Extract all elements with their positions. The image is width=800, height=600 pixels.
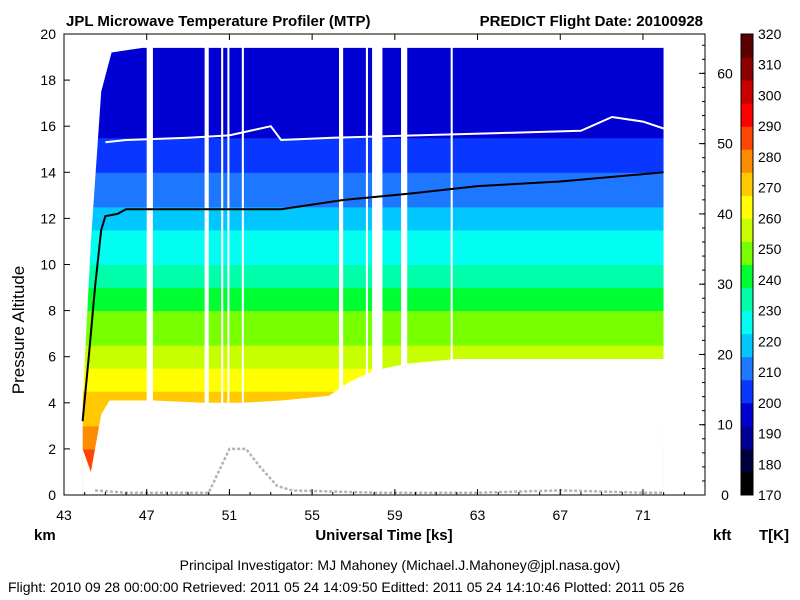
y2-tick-label: 30 <box>717 276 733 292</box>
colorbar-tick-label: 240 <box>758 272 782 288</box>
x-tick-label: 55 <box>304 507 320 523</box>
colorbar-swatch <box>741 264 753 289</box>
colorbar-tick-label: 200 <box>758 395 782 411</box>
colorbar-swatch <box>741 333 753 358</box>
data-gap <box>221 34 224 495</box>
footer-dates: Flight: 2010 09 28 00:00:00 Retrieved: 2… <box>8 579 685 595</box>
x-tick-label: 51 <box>222 507 238 523</box>
y-tick-label: 16 <box>40 118 56 134</box>
colorbar-tick-label: 210 <box>758 364 782 380</box>
y2-tick-label: 40 <box>717 206 733 222</box>
colorbar-tick-label: 220 <box>758 333 782 349</box>
x-tick-label: 63 <box>470 507 486 523</box>
data-gap <box>241 34 244 495</box>
y-tick-label: 14 <box>40 164 56 180</box>
plot-area <box>64 34 705 495</box>
y-axis-left: 0 2 4 6 8 10 12 14 16 18 20 <box>40 26 70 503</box>
colorbar-swatch <box>741 195 753 219</box>
colorbar-tick-label: 260 <box>758 210 782 226</box>
colorbar-tick-label: 250 <box>758 241 782 257</box>
colorbar-swatch <box>741 402 753 427</box>
y-tick-label: 10 <box>40 257 56 273</box>
y2-tick-label: 10 <box>717 417 733 433</box>
y2-tick-label: 50 <box>717 136 733 152</box>
x-tick-label: 67 <box>552 507 568 523</box>
x-axis: 43 47 51 55 59 63 67 71 <box>56 34 706 523</box>
colorbar-swatch <box>741 34 753 58</box>
colorbar-tick-label: 190 <box>758 426 782 442</box>
colorbar-tick-label: 300 <box>758 87 782 103</box>
y-tick-label: 0 <box>48 487 56 503</box>
colorbar-swatch <box>741 448 753 473</box>
chart-title-left: JPL Microwave Temperature Profiler (MTP) <box>66 13 371 30</box>
y2-tick-label: 60 <box>717 65 733 81</box>
y-axis-right: 0 10 20 30 40 50 60 <box>699 44 733 503</box>
colorbar-frame <box>740 33 754 496</box>
data-gap <box>365 34 368 495</box>
data-gap <box>450 34 453 495</box>
x-tick-label: 47 <box>139 507 155 523</box>
colorbar-swatch <box>741 471 753 496</box>
colorbar-tick-label: 310 <box>758 57 782 73</box>
colorbar-tick-label: 270 <box>758 180 782 196</box>
colorbar-tick-label: 280 <box>758 149 782 165</box>
x-tick-label: 59 <box>387 507 403 523</box>
y2-axis-unit-label: kft <box>713 527 731 544</box>
y-tick-label: 4 <box>48 395 56 411</box>
coverage-mask <box>64 34 705 495</box>
y2-tick-label: 0 <box>721 487 729 503</box>
colorbar-tick-label: 170 <box>758 487 782 503</box>
x-axis-title: Universal Time [ks] <box>315 527 452 544</box>
colorbar-unit-label: T[K] <box>759 527 789 544</box>
colorbar-swatch <box>741 310 753 335</box>
y-axis-title: Pressure Altitude <box>9 266 28 395</box>
colorbar-swatch <box>741 57 753 81</box>
colorbar-swatch <box>741 103 753 127</box>
y-tick-label: 12 <box>40 210 56 226</box>
data-gap <box>339 34 344 495</box>
x-axis-unit-label: km <box>34 527 56 544</box>
y-tick-label: 6 <box>48 349 56 365</box>
y-tick-label: 18 <box>40 72 56 88</box>
flight-altitude-line <box>81 171 664 422</box>
y-tick-label: 2 <box>48 441 56 457</box>
colorbar-swatch <box>741 379 753 404</box>
x-tick-label: 43 <box>56 507 72 523</box>
colorbar-tick-label: 290 <box>758 118 782 134</box>
colorbar-tick-label: 320 <box>758 26 782 42</box>
colorbar-swatch <box>741 149 753 173</box>
colorbar-swatch <box>741 356 753 381</box>
x-tick-label: 71 <box>635 507 651 523</box>
colorbar-swatch <box>741 218 753 242</box>
colorbar-swatch <box>741 425 753 450</box>
colorbar-swatch <box>741 172 753 196</box>
y2-tick-label: 20 <box>717 346 733 362</box>
data-gap <box>204 34 209 495</box>
data-gap <box>401 34 408 495</box>
colorbar-tick-label: 180 <box>758 456 782 472</box>
tropopause-line <box>105 115 664 144</box>
footer-investigator: Principal Investigator: MJ Mahoney (Mich… <box>179 557 621 573</box>
colorbar-swatch <box>741 287 753 312</box>
y-tick-label: 20 <box>40 26 56 42</box>
chart-title-right: PREDICT Flight Date: 20100928 <box>480 13 703 30</box>
colorbar-tick-label: 230 <box>758 303 782 319</box>
colorbar-swatch <box>741 80 753 104</box>
colorbar-swatch <box>741 126 753 150</box>
colorbar: 170 180 190 200 210 220 230 240 250 260 270 280 290 3… <box>740 26 782 503</box>
data-gap <box>146 34 153 495</box>
data-gap <box>372 34 383 495</box>
data-gap <box>227 34 230 495</box>
y-tick-label: 8 <box>48 303 56 319</box>
colorbar-swatch <box>741 241 753 265</box>
